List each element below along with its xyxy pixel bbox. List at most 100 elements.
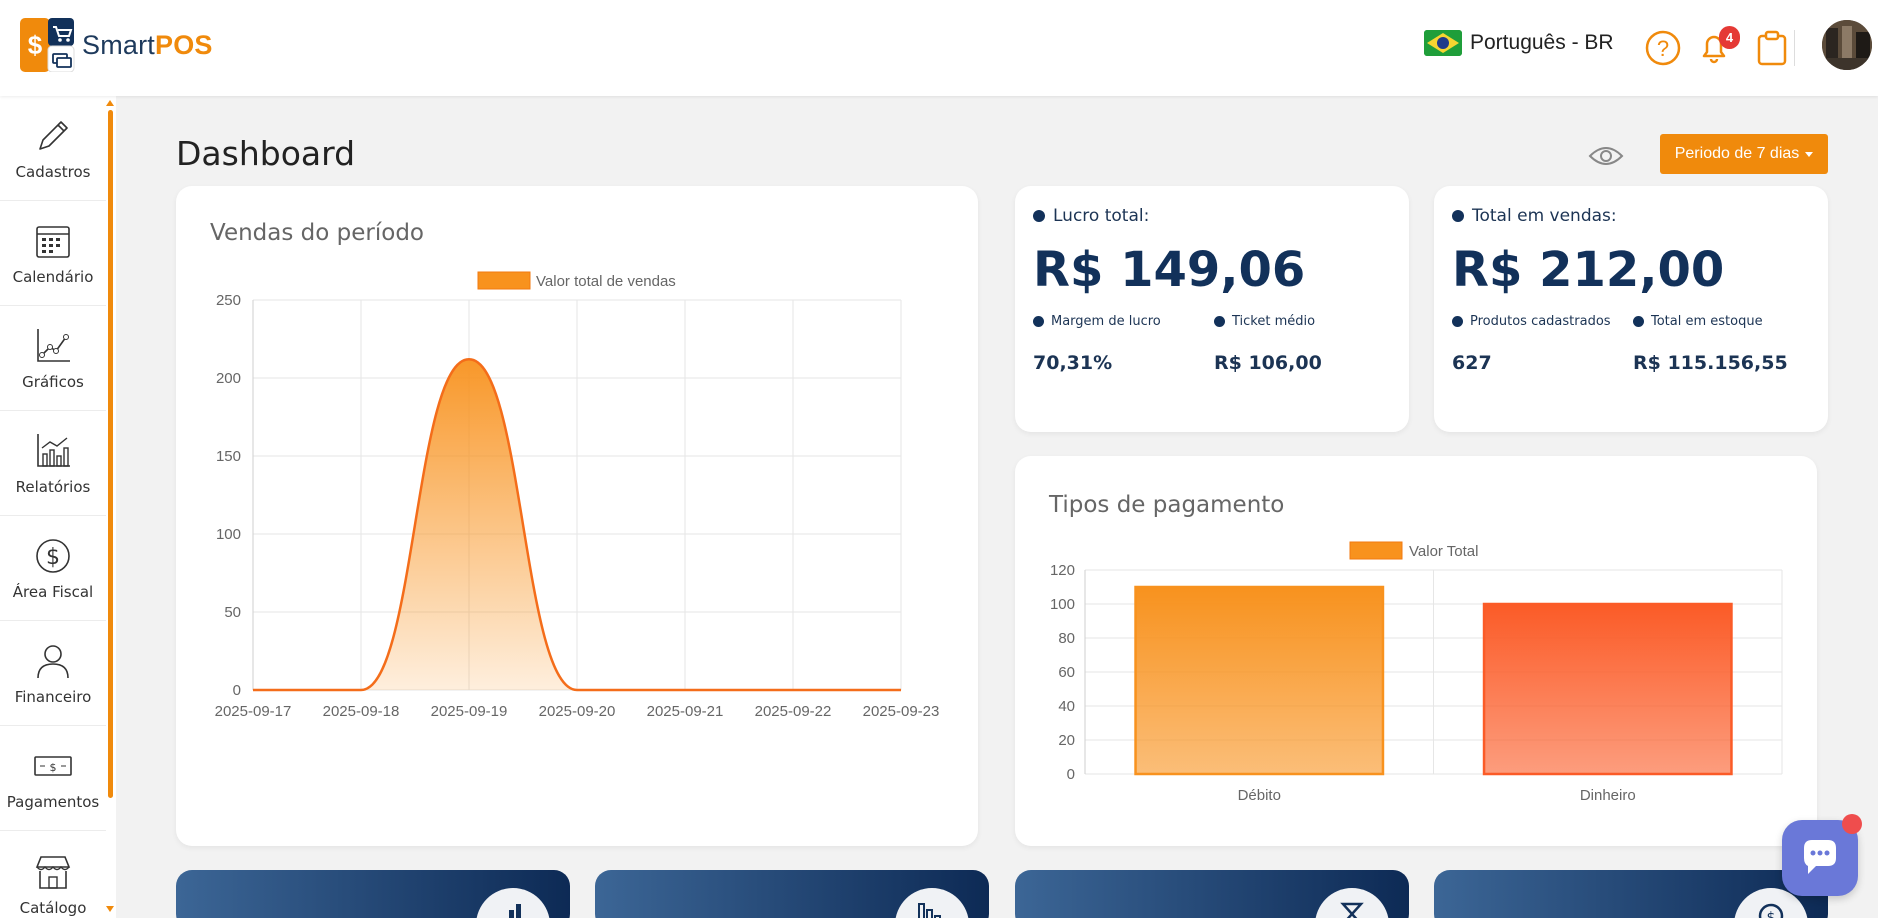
sidebar-scroll-up-arrow[interactable]	[106, 100, 114, 106]
legend-label: Valor Total	[1409, 543, 1479, 560]
ticket-label: Ticket médio	[1214, 314, 1315, 329]
y-tick-label: 0	[233, 682, 241, 699]
bullet-dot-icon	[1633, 316, 1644, 327]
pencil-icon	[39, 121, 68, 150]
dollar-circle-icon: $	[36, 539, 70, 573]
sidebar-item-label: Cadastros	[15, 163, 91, 181]
x-tick-label: 2025-09-23	[863, 703, 940, 720]
sidebar-item-label: Catálogo	[19, 898, 87, 917]
language-selector[interactable]: Português - BR	[1424, 30, 1614, 56]
chat-bubble-icon	[1804, 840, 1836, 874]
language-label: Português - BR	[1470, 31, 1614, 54]
caret-down-icon	[1805, 151, 1814, 157]
payment-types-card: Tipos de pagamento Valor Total 0 20 40 60 80 1…	[1015, 456, 1817, 846]
help-icon[interactable]: ?	[1643, 28, 1683, 68]
notification-badge: 4	[1719, 26, 1740, 49]
sidebar-item-area-fiscal[interactable]: $ Área Fiscal	[0, 516, 106, 621]
user-avatar[interactable]	[1822, 20, 1872, 70]
margin-value: 70,31%	[1033, 352, 1113, 374]
payment-chart-title: Tipos de pagamento	[1049, 492, 1285, 518]
clipboard-icon[interactable]	[1752, 28, 1792, 68]
margin-label: Margem de lucro	[1033, 314, 1161, 329]
y-tick-label: 100	[216, 526, 241, 543]
line-chart-icon	[37, 329, 70, 362]
store-icon	[35, 855, 71, 889]
sales-area-chart: Valor total de vendas 0 50 100 150 200 250 2025…	[215, 271, 940, 720]
bullet-dot-icon	[1452, 316, 1463, 327]
legend-swatch	[477, 271, 531, 290]
sidebar-item-pagamentos[interactable]: $ Pagamentos	[0, 726, 106, 831]
sales-label: Total em vendas:	[1452, 206, 1617, 226]
bars-descending-icon	[918, 903, 941, 918]
sidebar-item-label: Relatórios	[15, 478, 91, 496]
stock-value: R$ 115.156,55	[1633, 352, 1788, 374]
y-tick-label: 60	[1058, 664, 1075, 681]
profit-label: Lucro total:	[1033, 206, 1149, 226]
sidebar-item-graficos[interactable]: Gráficos	[0, 306, 106, 411]
summary-card-1[interactable]	[176, 870, 570, 918]
products-value: 627	[1452, 352, 1492, 374]
series-line	[253, 358, 901, 692]
bullet-dot-icon	[1033, 210, 1045, 222]
chat-widget-button[interactable]	[1782, 820, 1858, 896]
sidebar-item-calendario[interactable]: Calendário	[0, 201, 106, 306]
summary-card-2[interactable]	[595, 870, 989, 918]
sidebar: Cadastros Calendário Gráficos Relatórios…	[0, 96, 116, 918]
y-tick-label: 100	[1050, 596, 1075, 613]
bar-débito	[1134, 585, 1385, 776]
sales-chart-title: Vendas do período	[210, 220, 424, 246]
sidebar-item-label: Gráficos	[22, 373, 84, 391]
svg-text:$: $	[50, 761, 57, 774]
svg-text:$: $	[46, 545, 60, 570]
sidebar-scrollbar[interactable]	[108, 110, 113, 798]
summary-card-4[interactable]: $	[1434, 870, 1828, 918]
sidebar-item-label: Pagamentos	[6, 793, 100, 811]
y-tick-label: 80	[1058, 630, 1075, 647]
sales-value: R$ 212,00	[1452, 242, 1725, 298]
legend-swatch	[1349, 541, 1403, 560]
sidebar-item-financeiro[interactable]: Financeiro	[0, 621, 106, 726]
summary-icon-circle	[476, 888, 550, 918]
x-tick-label: 2025-09-19	[431, 703, 508, 720]
svg-text:$: $	[28, 30, 43, 60]
legend-label: Valor total de vendas	[536, 273, 676, 290]
sidebar-item-relatorios[interactable]: Relatórios	[0, 411, 106, 516]
sales-chart-card: Vendas do período Valor total de vendas 0…	[176, 186, 978, 846]
page-title: Dashboard	[176, 134, 356, 173]
payment-bar-chart: Valor Total 0 20 40 60 80 100 120 Débito Dinheiro	[1050, 541, 1783, 804]
app-logo[interactable]: $ SmartPOS	[20, 18, 213, 72]
x-tick-label: 2025-09-17	[215, 703, 292, 720]
y-tick-label: 40	[1058, 698, 1075, 715]
sales-total-card: Total em vendas: R$ 212,00 Produtos cada…	[1434, 186, 1828, 432]
sidebar-item-catalogo[interactable]: Catálogo	[0, 831, 106, 918]
bar-chart-icon	[37, 434, 70, 467]
period-dropdown-button[interactable]: Periodo de 7 dias	[1660, 134, 1828, 174]
x-tick-label: 2025-09-18	[323, 703, 400, 720]
sidebar-item-cadastros[interactable]: Cadastros	[0, 96, 106, 201]
period-button-label: Periodo de 7 dias	[1674, 145, 1800, 162]
eye-icon[interactable]	[1588, 144, 1624, 168]
y-tick-label: 150	[216, 448, 241, 465]
bullet-dot-icon	[1033, 316, 1044, 327]
ticket-value: R$ 106,00	[1214, 352, 1322, 374]
calendar-icon	[36, 226, 70, 258]
y-tick-label: 120	[1050, 562, 1075, 579]
hourglass-icon	[1340, 902, 1364, 918]
y-tick-label: 250	[216, 292, 241, 309]
y-tick-label: 0	[1067, 766, 1075, 783]
y-tick-label: 20	[1058, 732, 1075, 749]
x-tick-label: Dinheiro	[1580, 787, 1636, 804]
brazil-flag-icon	[1424, 30, 1462, 56]
sidebar-scroll-down-arrow[interactable]	[106, 906, 114, 912]
bar-dinheiro	[1482, 602, 1733, 776]
summary-card-3[interactable]	[1015, 870, 1409, 918]
sidebar-item-label: Área Fiscal	[12, 583, 94, 601]
x-tick-label: 2025-09-21	[647, 703, 724, 720]
stock-label: Total em estoque	[1633, 314, 1763, 329]
dollar-circle-icon: $	[1758, 903, 1784, 918]
profit-card: Lucro total: R$ 149,06 Margem de lucro T…	[1015, 186, 1409, 432]
profit-value: R$ 149,06	[1033, 242, 1306, 298]
top-header: $ SmartPOS Português - BR ? 4	[0, 0, 1878, 96]
sidebar-item-label: Financeiro	[14, 688, 92, 706]
header-divider	[1794, 30, 1795, 66]
